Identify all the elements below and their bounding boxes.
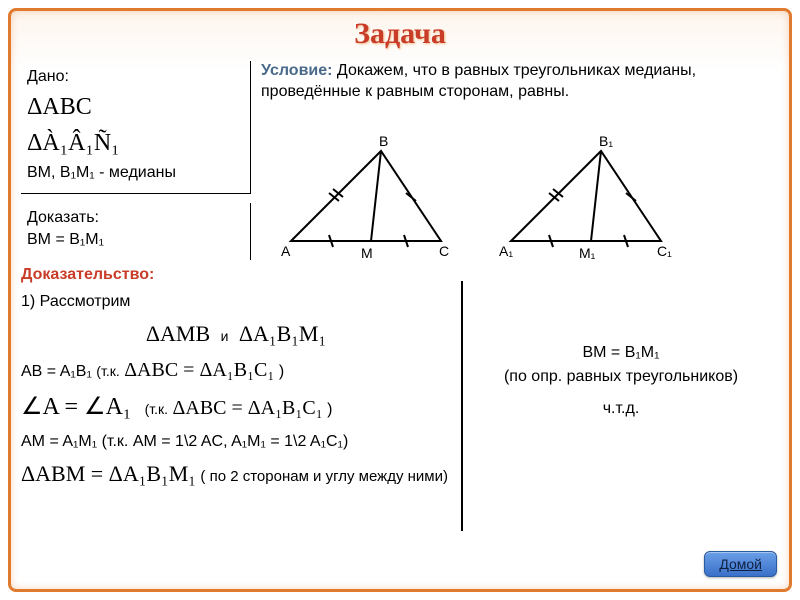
given-label: Дано:	[27, 65, 244, 89]
home-button[interactable]: Домой	[704, 551, 777, 577]
label-M: M	[361, 245, 373, 261]
tk2: (т.к.	[145, 401, 168, 417]
slide-frame: Задача Дано: ΔABC ΔÀ₁Â₁Ñ₁ BM, B₁M₁ - мед…	[8, 8, 792, 592]
condition-section: Условие: Докажем, что в равных треугольн…	[261, 61, 781, 103]
tri-amb: ΔAMB	[146, 321, 210, 346]
condition-label: Условие:	[261, 62, 332, 79]
triangle-a1b1c1: A₁ B₁ C₁ M₁	[499, 133, 672, 261]
given-medians: BM, B₁M₁ - медианы	[27, 161, 244, 185]
label-B1: B₁	[599, 133, 613, 149]
given-tri1: ΔABC	[27, 89, 244, 125]
proof-label: Доказательство:	[21, 266, 154, 283]
abm-eq: ΔABM = ΔA₁B₁M₁	[21, 461, 196, 486]
label-A: A	[281, 243, 291, 259]
vertical-separator	[461, 281, 463, 531]
given-tri2: ΔÀ₁Â₁Ñ₁	[27, 125, 244, 161]
right-proof-section: BM = B₁M₁ (по опр. равных треугольников)…	[471, 341, 771, 421]
diagram-svg: A B C M A₁ B₁ C₁ M₁	[261, 131, 761, 271]
label-A1: A₁	[499, 243, 513, 259]
right-reason: (по опр. равных треугольников)	[471, 365, 771, 389]
am-eq: AM = A₁M₁ (т.к. AM = 1\2 AC, A₁M₁ = 1\2 …	[21, 428, 451, 455]
slide-title: Задача	[11, 11, 789, 51]
label-B: B	[379, 133, 388, 149]
tri-a1b1m1: ΔA₁B₁M₁	[239, 321, 326, 346]
qed: ч.т.д.	[471, 397, 771, 421]
label-M1: M₁	[579, 245, 596, 261]
triangles-diagram: A B C M A₁ B₁ C₁ M₁	[261, 131, 761, 261]
content-area: Дано: ΔABC ΔÀ₁Â₁Ñ₁ BM, B₁M₁ - медианы До…	[21, 61, 779, 579]
tk1: (т.к.	[96, 363, 119, 379]
proof-reason: ( по 2 сторонам и углу между ними)	[200, 468, 448, 485]
label-C: C	[439, 243, 449, 259]
proof-step1: 1) Рассмотрим	[21, 288, 451, 315]
close1: )	[279, 363, 284, 380]
triangle-abc: A B C M	[281, 133, 449, 261]
bm-eq: BM = B₁M₁	[471, 341, 771, 365]
abc-eq2: ΔABC = ΔA₁B₁C₁	[173, 397, 323, 419]
label-C1: C₁	[657, 243, 672, 259]
given-section: Дано: ΔABC ΔÀ₁Â₁Ñ₁ BM, B₁M₁ - медианы	[21, 61, 251, 194]
prove-stmt: BM = B₁M₁	[27, 229, 244, 251]
prove-section: Доказать: BM = B₁M₁	[21, 203, 251, 260]
ab-eq: AB = A₁B₁	[21, 363, 92, 380]
proof-section: Доказательство: 1) Рассмотрим ΔAMB и ΔA₁…	[21, 261, 451, 492]
proof-and: и	[221, 328, 229, 344]
abc-eq1: ΔABC = ΔA₁B₁C₁	[124, 359, 274, 381]
close2: )	[327, 401, 332, 418]
ang-a: ∠A = ∠A₁	[21, 394, 131, 420]
prove-label: Доказать:	[27, 207, 244, 229]
